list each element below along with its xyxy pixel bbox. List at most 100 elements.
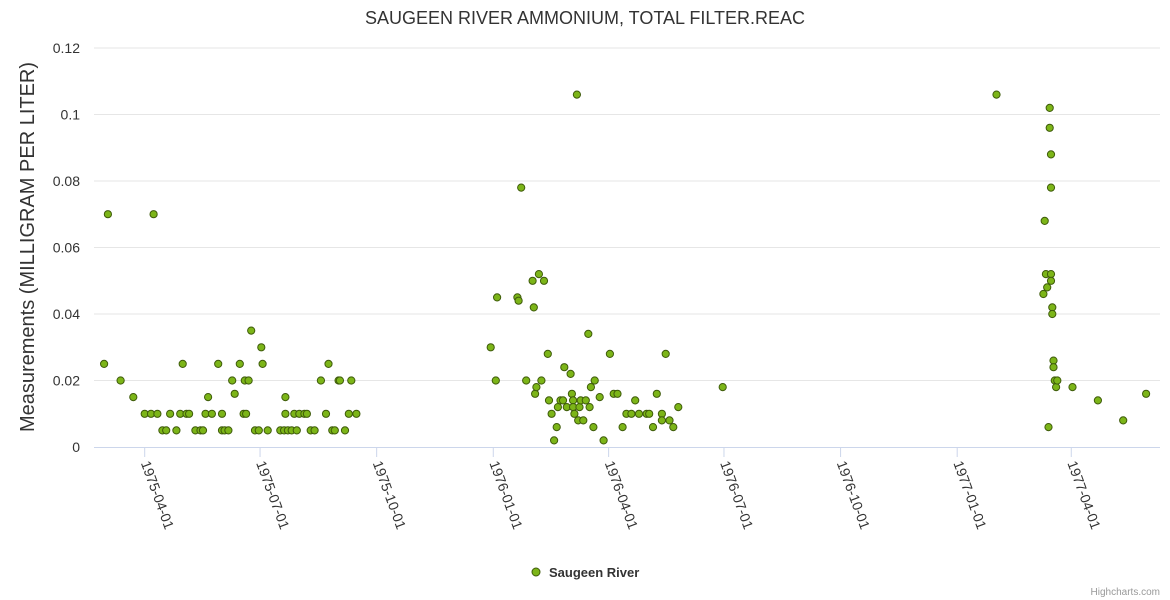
data-point[interactable] — [567, 389, 577, 398]
data-point[interactable] — [575, 403, 584, 412]
data-point[interactable] — [100, 359, 109, 368]
data-point[interactable] — [292, 426, 301, 435]
data-point[interactable] — [992, 90, 1001, 99]
data-point[interactable] — [316, 376, 325, 385]
data-point[interactable] — [204, 393, 213, 402]
data-point[interactable] — [1045, 103, 1054, 113]
data-point[interactable] — [618, 423, 627, 432]
data-point[interactable] — [645, 409, 654, 418]
data-point[interactable] — [522, 376, 531, 385]
data-point[interactable] — [547, 409, 556, 418]
data-point[interactable] — [627, 409, 636, 418]
data-point[interactable] — [566, 369, 575, 378]
data-point[interactable] — [324, 359, 333, 368]
data-point[interactable] — [235, 359, 244, 368]
data-point[interactable] — [493, 293, 502, 302]
data-point[interactable] — [590, 376, 599, 385]
data-point[interactable] — [613, 389, 622, 398]
legend-item-saugeen-river[interactable]: Saugeen River — [549, 565, 639, 580]
data-point[interactable] — [1046, 276, 1056, 285]
data-point[interactable] — [552, 423, 561, 432]
data-point[interactable] — [514, 296, 523, 305]
data-point[interactable] — [1046, 183, 1056, 192]
data-point[interactable] — [1043, 283, 1052, 292]
data-point[interactable] — [103, 210, 113, 219]
data-point[interactable] — [569, 396, 578, 405]
data-point[interactable] — [669, 423, 678, 432]
data-point[interactable] — [1049, 363, 1058, 372]
data-point[interactable] — [310, 426, 319, 435]
data-point[interactable] — [1045, 123, 1054, 132]
data-point[interactable] — [674, 403, 683, 412]
data-point[interactable] — [517, 183, 526, 192]
data-point[interactable] — [244, 376, 253, 385]
data-point[interactable] — [302, 409, 311, 418]
data-point[interactable] — [543, 349, 552, 358]
data-point[interactable] — [129, 393, 138, 402]
data-point[interactable] — [281, 393, 290, 402]
data-point[interactable] — [585, 403, 594, 412]
data-point[interactable] — [1048, 309, 1057, 319]
data-point[interactable] — [198, 426, 208, 435]
data-point[interactable] — [242, 409, 251, 418]
credits-link[interactable]: Highcharts.com — [1091, 587, 1160, 598]
data-point[interactable] — [486, 343, 495, 352]
data-point[interactable] — [718, 383, 727, 392]
data-point[interactable] — [281, 409, 290, 418]
data-point[interactable] — [532, 383, 541, 392]
data-point[interactable] — [230, 389, 239, 398]
data-point[interactable] — [178, 359, 187, 368]
data-point[interactable] — [579, 416, 588, 425]
data-point[interactable] — [344, 409, 353, 418]
data-point[interactable] — [1053, 376, 1062, 385]
data-point[interactable] — [648, 423, 658, 432]
data-point[interactable] — [558, 396, 568, 405]
data-point[interactable] — [491, 376, 500, 385]
data-point[interactable] — [1052, 383, 1061, 392]
data-point[interactable] — [560, 363, 569, 372]
data-point[interactable] — [529, 303, 538, 312]
data-point[interactable] — [335, 376, 344, 385]
data-point[interactable] — [661, 349, 670, 358]
data-point[interactable] — [1040, 216, 1049, 225]
data-point[interactable] — [185, 409, 194, 418]
data-point[interactable] — [1093, 396, 1103, 405]
data-point[interactable] — [352, 409, 361, 418]
data-point[interactable] — [1046, 150, 1056, 159]
data-point[interactable] — [544, 396, 554, 405]
data-point[interactable] — [347, 376, 356, 385]
data-point[interactable] — [149, 210, 158, 219]
data-point[interactable] — [572, 90, 582, 99]
data-point[interactable] — [539, 276, 549, 285]
data-point[interactable] — [570, 409, 579, 418]
data-point[interactable] — [153, 409, 162, 418]
data-point[interactable] — [224, 426, 233, 435]
legend[interactable]: Saugeen River — [531, 565, 639, 580]
data-point[interactable] — [550, 436, 559, 445]
data-point[interactable] — [340, 426, 350, 435]
series-saugeen-river[interactable] — [100, 90, 1151, 445]
data-point[interactable] — [116, 376, 125, 385]
data-point[interactable] — [214, 359, 223, 368]
data-point[interactable] — [586, 383, 596, 392]
data-point[interactable] — [605, 349, 615, 358]
data-point[interactable] — [228, 376, 237, 385]
data-point[interactable] — [665, 416, 674, 425]
data-point[interactable] — [254, 426, 263, 435]
data-point[interactable] — [162, 426, 171, 435]
data-point[interactable] — [595, 393, 604, 402]
data-point[interactable] — [531, 389, 540, 398]
data-point[interactable] — [1119, 416, 1128, 425]
data-point[interactable] — [166, 409, 175, 418]
data-point[interactable] — [652, 389, 661, 398]
data-point[interactable] — [258, 359, 267, 368]
data-point[interactable] — [207, 409, 216, 418]
data-point[interactable] — [589, 423, 598, 432]
data-point[interactable] — [534, 270, 544, 279]
data-point[interactable] — [321, 409, 331, 418]
data-point[interactable] — [657, 416, 667, 425]
data-point[interactable] — [528, 276, 537, 285]
data-point[interactable] — [217, 409, 227, 418]
data-point[interactable] — [247, 326, 256, 335]
data-point[interactable] — [537, 376, 546, 385]
